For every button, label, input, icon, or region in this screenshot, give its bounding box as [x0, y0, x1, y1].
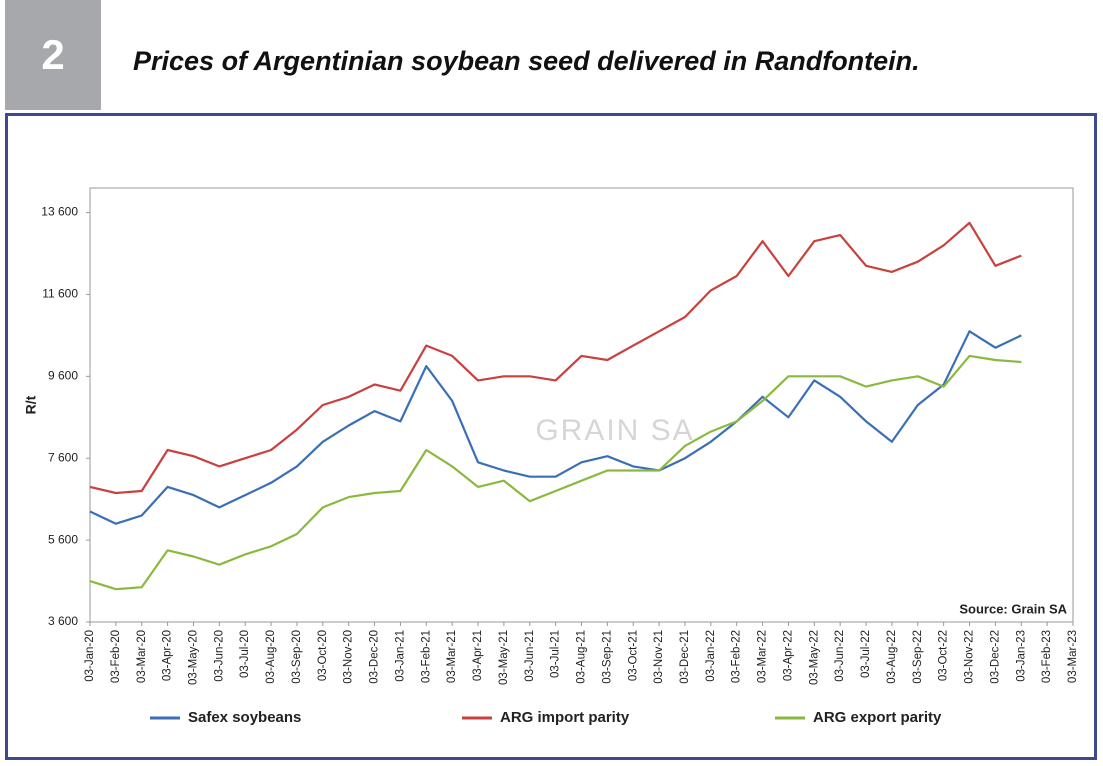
watermark: GRAIN SA	[535, 414, 694, 447]
x-tick-label: 03-Jul-21	[550, 630, 562, 678]
x-tick-label: 03-Feb-23	[1041, 630, 1053, 683]
x-tick-label: 03-Apr-22	[782, 630, 794, 681]
x-tick-label: 03-Oct-21	[627, 630, 639, 681]
x-tick-label: 03-Nov-21	[653, 630, 665, 684]
x-tick-label: 03-Apr-20	[162, 630, 174, 681]
x-tick-label: 03-Sep-21	[601, 630, 613, 684]
x-tick-label: 03-Feb-22	[731, 630, 743, 683]
x-tick-label: 03-Dec-20	[369, 630, 381, 684]
x-tick-label: 03-Nov-22	[964, 630, 976, 684]
y-tick-label: 13 600	[41, 205, 78, 219]
legend-label: ARG export parity	[813, 709, 942, 726]
x-tick-label: 03-Sep-20	[291, 630, 303, 684]
x-tick-label: 03-Jan-22	[705, 630, 717, 682]
frame	[5, 113, 1097, 760]
legend-label: Safex soybeans	[188, 709, 301, 726]
x-tick-label: 03-May-22	[808, 630, 820, 685]
x-tick-label: 03-Aug-21	[576, 630, 588, 684]
x-tick-label: 03-May-20	[188, 630, 200, 685]
y-tick-label: 9 600	[48, 369, 78, 383]
y-tick-label: 5 600	[48, 532, 78, 546]
x-tick-label: 03-Mar-21	[446, 630, 458, 683]
x-tick-label: 03-Oct-20	[317, 630, 329, 681]
x-tick-label: 03-Feb-20	[110, 630, 122, 683]
chart-title: Prices of Argentinian soybean seed deliv…	[133, 46, 920, 76]
x-tick-label: 03-Dec-22	[989, 630, 1001, 684]
series-line	[89, 221, 1022, 495]
x-tick-label: 03-Jun-21	[524, 630, 536, 682]
x-tick-label: 03-Dec-21	[679, 630, 691, 684]
x-tick-label: 03-Jul-20	[239, 630, 251, 678]
x-tick-label: 03-Oct-22	[938, 630, 950, 681]
x-tick-label: 03-Jan-21	[394, 630, 406, 682]
x-tick-label: 03-Sep-22	[912, 630, 924, 684]
x-tick-label: 03-Jul-22	[860, 630, 872, 678]
annotation: Source: Grain SA	[959, 601, 1067, 616]
x-tick-label: 03-Jun-20	[213, 630, 225, 682]
y-tick-label: 7 600	[48, 450, 78, 464]
y-tick-label: 3 600	[48, 614, 78, 628]
x-tick-label: 03-May-21	[498, 630, 510, 685]
x-tick-label: 03-Jun-22	[834, 630, 846, 682]
y-tick-label: 11 600	[42, 287, 78, 301]
figure-number: 2	[5, 0, 101, 110]
x-tick-label: 03-Feb-21	[420, 630, 432, 683]
x-tick-label: 03-Jan-20	[84, 630, 96, 682]
x-tick-label: 03-Mar-22	[757, 630, 769, 683]
series-line	[89, 330, 1022, 525]
x-tick-label: 03-Apr-21	[472, 630, 484, 681]
x-tick-label: 03-Nov-20	[343, 630, 355, 684]
y-axis-label: R/t	[23, 395, 39, 414]
x-tick-label: 03-Aug-22	[886, 630, 898, 684]
x-tick-label: 03-Mar-20	[136, 630, 148, 683]
x-tick-label: 03-Aug-20	[265, 630, 277, 684]
series-line	[89, 354, 1022, 591]
x-tick-label: 03-Mar-23	[1067, 630, 1079, 683]
legend-label: ARG import parity	[500, 709, 630, 726]
x-tick-label: 03-Jan-23	[1015, 630, 1027, 682]
